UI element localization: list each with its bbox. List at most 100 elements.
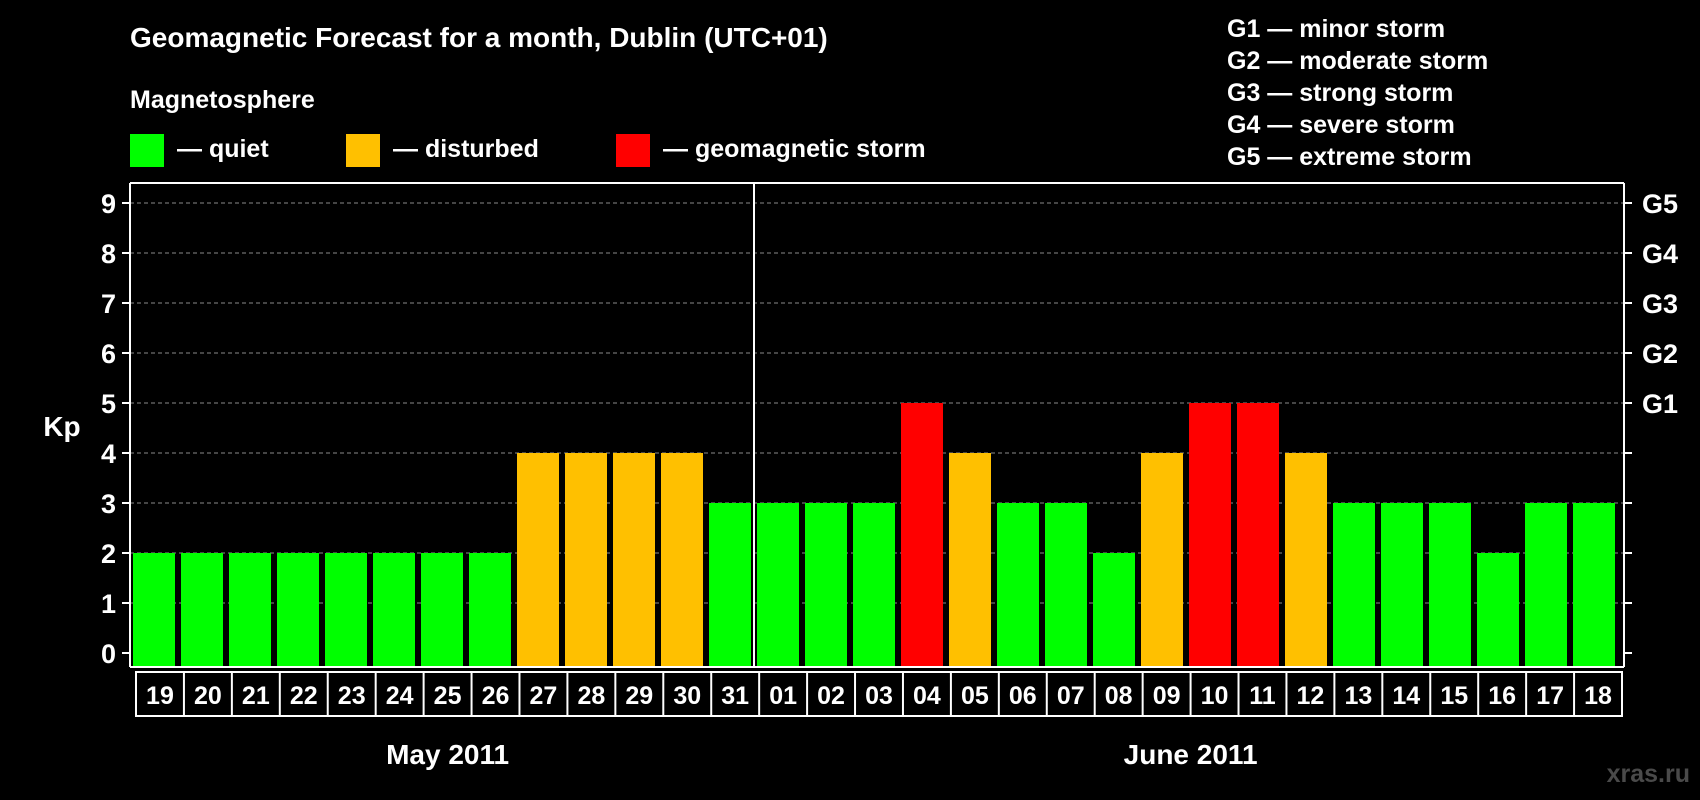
y-tick-label-5: 5 (101, 389, 116, 419)
storm-level-label-G5: G5 (1642, 189, 1678, 219)
legend-label-0: — quiet (177, 135, 269, 163)
bar-27-8 (517, 453, 559, 667)
day-label-07: 07 (1057, 682, 1085, 710)
bar-08-20 (1093, 553, 1135, 667)
bar-15-27 (1429, 503, 1471, 667)
day-label-21: 21 (242, 682, 270, 710)
day-label-04: 04 (913, 682, 941, 710)
y-axis-ticks: 0 1 2 3 4 5 6 7 8 9 (101, 189, 130, 669)
day-label-20: 20 (194, 682, 222, 710)
day-label-05: 05 (961, 682, 989, 710)
month-label-1: June 2011 (1124, 739, 1258, 770)
storm-level-label-G3: G3 (1642, 289, 1678, 319)
day-label-11: 11 (1249, 682, 1276, 710)
legend-label-2: — geomagnetic storm (663, 135, 926, 163)
bar-22-3 (277, 553, 319, 667)
day-label-03: 03 (865, 682, 893, 710)
day-label-01: 01 (769, 682, 797, 710)
day-label-29: 29 (625, 682, 653, 710)
bar-10-22 (1189, 403, 1231, 667)
day-label-16: 16 (1488, 682, 1516, 710)
legend-swatch-0 (130, 134, 164, 167)
watermark: xras.ru (1607, 760, 1690, 788)
bar-07-19 (1045, 503, 1087, 667)
bar-30-11 (661, 453, 703, 667)
day-labels: 19 20 21 22 23 24 25 26 27 28 29 30 31 01 02 03 04 05 06 07… (135, 671, 1623, 717)
storm-level-label-G1: G1 (1642, 389, 1678, 419)
bar-09-21 (1141, 453, 1183, 667)
day-label-14: 14 (1392, 682, 1420, 710)
legend-swatch-2 (616, 134, 650, 167)
bar-25-6 (421, 553, 463, 667)
day-label-25: 25 (434, 682, 462, 710)
chart-title: Geomagnetic Forecast for a month, Dublin… (130, 22, 828, 53)
bar-06-18 (997, 503, 1039, 667)
day-label-06: 06 (1009, 682, 1037, 710)
day-label-17: 17 (1536, 682, 1564, 710)
bar-12-24 (1285, 453, 1327, 667)
storm-level-label-G2: G2 (1642, 339, 1678, 369)
y-tick-label-8: 8 (101, 239, 116, 269)
bar-03-15 (853, 503, 895, 667)
y-axis-label: Kp (43, 411, 80, 442)
day-label-10: 10 (1201, 682, 1229, 710)
storm-scale-item-4: G5 — extreme storm (1227, 143, 1472, 171)
bar-11-23 (1237, 403, 1279, 667)
bar-20-1 (181, 553, 223, 667)
day-label-30: 30 (673, 682, 701, 710)
storm-scale-item-3: G4 — severe storm (1227, 111, 1455, 139)
bar-16-28 (1477, 553, 1519, 667)
day-label-19: 19 (146, 682, 174, 710)
legend-label-1: — disturbed (393, 135, 539, 163)
storm-level-label-G4: G4 (1642, 239, 1678, 269)
day-label-27: 27 (530, 682, 558, 710)
y-tick-label-9: 9 (101, 189, 116, 219)
bar-29-10 (613, 453, 655, 667)
bar-01-13 (757, 503, 799, 667)
day-label-09: 09 (1153, 682, 1181, 710)
bar-31-12 (709, 503, 751, 667)
day-label-08: 08 (1105, 682, 1133, 710)
bar-02-14 (805, 503, 847, 667)
y-tick-label-1: 1 (101, 589, 116, 619)
legend-swatch-1 (346, 134, 380, 167)
bar-04-16 (901, 403, 943, 667)
day-label-02: 02 (817, 682, 845, 710)
storm-scale-legend: G1 — minor storm G2 — moderate storm G3 — … (1227, 15, 1488, 171)
bar-18-30 (1573, 503, 1615, 667)
legend-title: Magnetosphere (130, 86, 315, 114)
day-label-31: 31 (721, 682, 749, 710)
y-tick-label-2: 2 (101, 539, 116, 569)
y-tick-label-3: 3 (101, 489, 116, 519)
axes (129, 182, 1625, 668)
day-label-23: 23 (338, 682, 366, 710)
day-label-24: 24 (386, 682, 414, 710)
y-tick-label-6: 6 (101, 339, 116, 369)
storm-scale-item-1: G2 — moderate storm (1227, 47, 1488, 75)
day-label-15: 15 (1440, 682, 1468, 710)
month-labels: May 2011 June 2011 (386, 739, 1257, 770)
day-label-28: 28 (577, 682, 605, 710)
day-label-13: 13 (1344, 682, 1372, 710)
bar-28-9 (565, 453, 607, 667)
bar-14-26 (1381, 503, 1423, 667)
bar-05-17 (949, 453, 991, 667)
day-label-26: 26 (482, 682, 510, 710)
storm-scale-item-0: G1 — minor storm (1227, 15, 1445, 43)
day-label-22: 22 (290, 682, 318, 710)
y-tick-label-7: 7 (101, 289, 116, 319)
y-tick-label-0: 0 (101, 639, 116, 669)
bar-23-4 (325, 553, 367, 667)
bar-13-25 (1333, 503, 1375, 667)
legend: — quiet — disturbed — geomagnetic storm (130, 134, 926, 167)
bar-19-0 (133, 553, 175, 667)
month-label-0: May 2011 (386, 739, 509, 770)
day-label-12: 12 (1297, 682, 1325, 710)
day-label-18: 18 (1584, 682, 1612, 710)
bar-24-5 (373, 553, 415, 667)
storm-level-ticks: G1 G2 G3 G4 G5 (1624, 189, 1678, 654)
bar-21-2 (229, 553, 271, 667)
bar-26-7 (469, 553, 511, 667)
bar-17-29 (1525, 503, 1567, 667)
